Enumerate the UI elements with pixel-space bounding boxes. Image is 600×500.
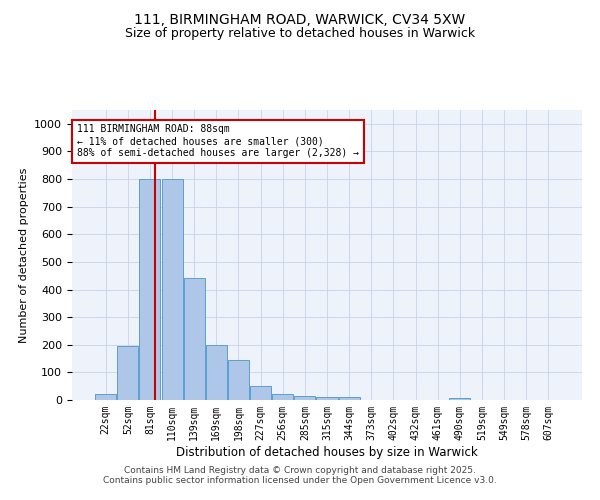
Bar <box>250 386 271 400</box>
Y-axis label: Number of detached properties: Number of detached properties <box>19 168 29 342</box>
Bar <box>449 398 470 400</box>
Bar <box>295 396 316 400</box>
Bar <box>338 397 359 400</box>
Text: 111 BIRMINGHAM ROAD: 88sqm
← 11% of detached houses are smaller (300)
88% of sem: 111 BIRMINGHAM ROAD: 88sqm ← 11% of deta… <box>77 124 359 158</box>
Bar <box>206 345 227 400</box>
Bar <box>161 179 182 400</box>
Bar <box>139 179 160 400</box>
Bar <box>95 394 116 400</box>
Text: Size of property relative to detached houses in Warwick: Size of property relative to detached ho… <box>125 28 475 40</box>
Bar <box>272 394 293 400</box>
Bar <box>316 397 338 400</box>
Text: 111, BIRMINGHAM ROAD, WARWICK, CV34 5XW: 111, BIRMINGHAM ROAD, WARWICK, CV34 5XW <box>134 12 466 26</box>
Bar <box>118 346 139 400</box>
X-axis label: Distribution of detached houses by size in Warwick: Distribution of detached houses by size … <box>176 446 478 458</box>
Text: Contains HM Land Registry data © Crown copyright and database right 2025.
Contai: Contains HM Land Registry data © Crown c… <box>103 466 497 485</box>
Bar <box>184 278 205 400</box>
Bar <box>228 360 249 400</box>
